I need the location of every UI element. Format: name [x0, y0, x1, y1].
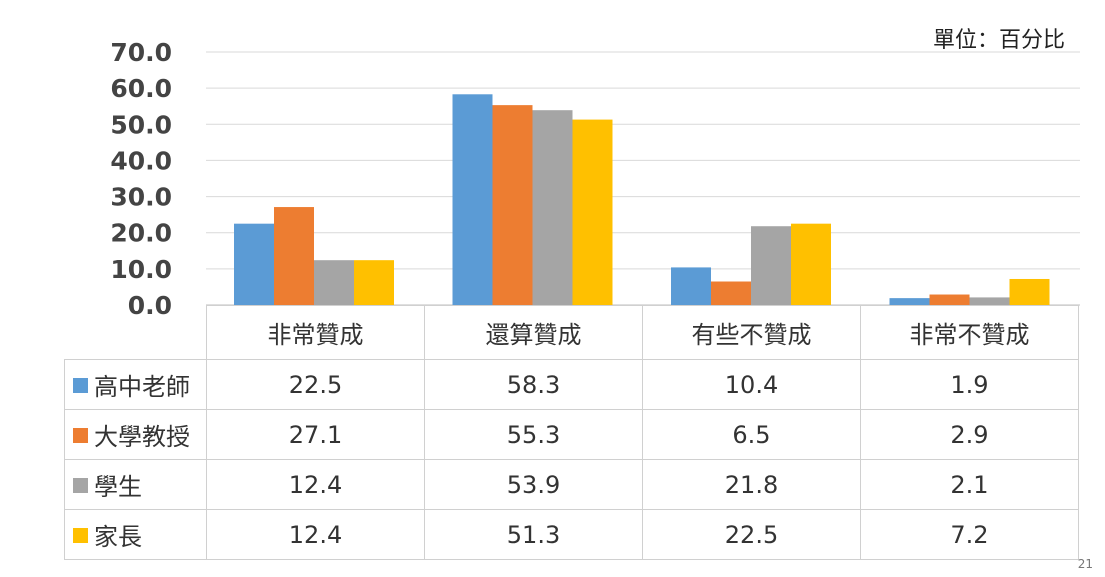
- table-corner: [64, 305, 207, 360]
- bar: [671, 267, 711, 305]
- data-label: 2.9: [860, 409, 1079, 460]
- legend-swatch: [73, 428, 88, 443]
- legend-swatch: [73, 478, 88, 493]
- data-label: 53.9: [424, 459, 643, 510]
- bar: [791, 223, 831, 305]
- table-row: 學生 12.4 53.9 21.8 2.1: [64, 459, 1079, 510]
- data-label: 58.3: [424, 359, 643, 410]
- bar: [1009, 278, 1050, 305]
- y-tick-label: 10.0: [110, 255, 172, 284]
- data-label: 55.3: [424, 409, 643, 460]
- legend-entry: 學生: [64, 459, 207, 510]
- bar: [711, 281, 751, 305]
- bar: [969, 297, 1010, 305]
- data-label: 2.1: [860, 459, 1079, 510]
- bar: [492, 105, 533, 305]
- x-tick-label: 非常不贊成: [860, 305, 1079, 360]
- legend-entry: 高中老師: [64, 359, 207, 410]
- y-tick-label: 50.0: [110, 110, 172, 139]
- bar: [452, 94, 493, 305]
- y-tick-label: 60.0: [110, 74, 172, 103]
- data-label: 10.4: [642, 359, 861, 410]
- y-tick-label: 30.0: [110, 183, 172, 212]
- bar: [572, 119, 613, 305]
- y-axis-tick-labels: 0.010.020.030.040.050.060.070.0: [110, 38, 172, 320]
- data-label: 12.4: [206, 509, 425, 560]
- legend-swatch: [73, 528, 88, 543]
- legend-swatch: [73, 378, 88, 393]
- x-tick-label: 有些不贊成: [642, 305, 861, 360]
- bar: [532, 110, 573, 305]
- bar: [234, 223, 274, 305]
- bar: [314, 260, 354, 305]
- bars: [234, 94, 1050, 305]
- data-label: 22.5: [642, 509, 861, 560]
- unit-label: 單位：百分比: [932, 28, 1065, 53]
- data-table: 非常贊成 還算贊成 有些不贊成 非常不贊成 高中老師 22.5 58.3 10.4 1.9 大學教…: [64, 305, 1079, 560]
- y-tick-label: 20.0: [110, 219, 172, 248]
- page-number: 21: [1077, 557, 1093, 571]
- data-label: 7.2: [860, 509, 1079, 560]
- bar: [751, 226, 791, 305]
- legend-label: 大學教授: [94, 423, 190, 451]
- bar: [929, 294, 970, 305]
- x-tick-label: 非常贊成: [206, 305, 425, 360]
- data-label: 51.3: [424, 509, 643, 560]
- table-row: 大學教授 27.1 55.3 6.5 2.9: [64, 409, 1079, 460]
- legend-label: 高中老師: [94, 373, 190, 401]
- legend-entry: 大學教授: [64, 409, 207, 460]
- legend-label: 家長: [94, 523, 142, 551]
- y-tick-label: 40.0: [110, 146, 172, 175]
- bar: [274, 207, 314, 305]
- table-header-row: 非常贊成 還算贊成 有些不贊成 非常不贊成: [64, 305, 1079, 360]
- table-row: 高中老師 22.5 58.3 10.4 1.9: [64, 359, 1079, 410]
- table-row: 家長 12.4 51.3 22.5 7.2: [64, 509, 1079, 560]
- data-label: 27.1: [206, 409, 425, 460]
- legend-label: 學生: [94, 473, 142, 501]
- data-label: 6.5: [642, 409, 861, 460]
- data-label: 1.9: [860, 359, 1079, 410]
- x-tick-label: 還算贊成: [424, 305, 643, 360]
- bar: [889, 298, 930, 305]
- data-label: 21.8: [642, 459, 861, 510]
- data-label: 12.4: [206, 459, 425, 510]
- data-label: 22.5: [206, 359, 425, 410]
- y-tick-label: 70.0: [110, 38, 172, 67]
- legend-entry: 家長: [64, 509, 207, 560]
- bar: [354, 260, 394, 305]
